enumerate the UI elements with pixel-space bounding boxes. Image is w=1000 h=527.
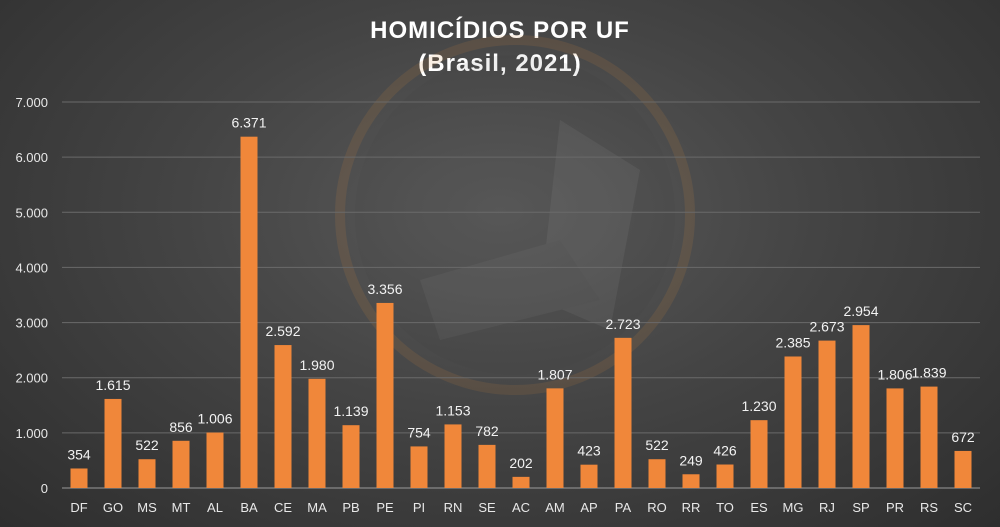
bar [104, 398, 122, 488]
bar-value-label: 2.385 [775, 334, 810, 350]
y-tick-label: 0 [41, 481, 48, 496]
bars [70, 136, 972, 488]
bar-value-label: 1.153 [435, 402, 470, 418]
x-tick-label: BA [240, 500, 258, 515]
x-tick-label: PR [886, 500, 904, 515]
x-tick-label: SP [852, 500, 869, 515]
x-tick-label: RR [682, 500, 701, 515]
bar-value-label: 249 [679, 452, 703, 468]
bar-value-label: 1.139 [333, 403, 368, 419]
x-tick-label: RN [444, 500, 463, 515]
bar [818, 340, 836, 488]
bar-value-label: 2.954 [843, 303, 878, 319]
bar-value-label: 856 [169, 419, 193, 435]
bar [240, 136, 258, 488]
x-tick-label: AM [545, 500, 565, 515]
bar-value-label: 1.980 [299, 357, 334, 373]
x-tick-label: MS [137, 500, 157, 515]
x-tick-label: PA [615, 500, 632, 515]
bar-value-label: 522 [645, 437, 669, 453]
y-tick-label: 5.000 [15, 205, 48, 220]
bar-value-label: 423 [577, 443, 601, 459]
x-axis: DF GO MS MT AL BA CE MA PB PE PI RN SE AC AM AP PA RO RR TO… [70, 500, 972, 515]
x-tick-label: PE [376, 500, 394, 515]
bar [512, 476, 530, 488]
bar-value-label: 354 [67, 446, 91, 462]
x-tick-label: MT [172, 500, 191, 515]
x-tick-label: SC [954, 500, 972, 515]
bar [750, 420, 768, 488]
bar-value-label: 1.230 [741, 398, 776, 414]
bar [682, 474, 700, 488]
x-tick-label: MG [783, 500, 804, 515]
bar [920, 386, 938, 488]
x-tick-label: RO [647, 500, 667, 515]
bar [206, 432, 224, 488]
bar [546, 388, 564, 488]
y-tick-label: 7.000 [15, 95, 48, 110]
y-axis: 0 1.000 2.000 3.000 4.000 5.000 6.000 7.000 [15, 95, 48, 496]
bar [580, 464, 598, 488]
bar-value-label: 2.673 [809, 319, 844, 335]
bar-value-label: 1.006 [197, 411, 232, 427]
x-tick-label: PI [413, 500, 425, 515]
bar-value-label: 202 [509, 455, 533, 471]
bar [410, 446, 428, 488]
bar-value-label: 6.371 [231, 115, 266, 131]
bar [886, 388, 904, 488]
y-tick-label: 6.000 [15, 150, 48, 165]
bar-value-label: 1.615 [95, 377, 130, 393]
bar [138, 459, 156, 488]
x-tick-label: ES [750, 500, 768, 515]
x-tick-label: TO [716, 500, 734, 515]
y-tick-label: 3.000 [15, 316, 48, 331]
watermark-logo [335, 35, 695, 395]
x-tick-label: AC [512, 500, 530, 515]
bar [852, 325, 870, 488]
bar-value-label: 1.839 [911, 365, 946, 381]
x-tick-label: RJ [819, 500, 835, 515]
bar-value-label: 754 [407, 424, 431, 440]
bar-value-label: 522 [135, 437, 159, 453]
x-tick-label: AP [580, 500, 597, 515]
bar-value-label: 3.356 [367, 281, 402, 297]
x-tick-label: CE [274, 500, 292, 515]
bar-value-label: 426 [713, 443, 737, 459]
x-tick-label: SE [478, 500, 496, 515]
bar [376, 302, 394, 488]
bar-value-label: 2.592 [265, 323, 300, 339]
bar [648, 459, 666, 488]
bar [614, 337, 632, 488]
x-tick-label: MA [307, 500, 327, 515]
x-tick-label: RS [920, 500, 938, 515]
bar [716, 464, 734, 488]
bar [478, 444, 496, 488]
bar [444, 424, 462, 488]
y-tick-label: 2.000 [15, 371, 48, 386]
bar [70, 468, 88, 488]
bar-value-label: 782 [475, 423, 499, 439]
x-tick-label: DF [70, 500, 87, 515]
bar [954, 450, 972, 488]
bar-value-label: 672 [951, 429, 975, 445]
y-tick-label: 1.000 [15, 426, 48, 441]
bar-value-label: 1.806 [877, 366, 912, 382]
bar [784, 356, 802, 488]
chart-title: HOMICÍDIOS POR UF [370, 17, 630, 44]
x-tick-label: PB [342, 500, 359, 515]
x-tick-label: GO [103, 500, 123, 515]
bar-value-label: 2.723 [605, 316, 640, 332]
bar [308, 378, 326, 488]
bar [172, 440, 190, 488]
x-tick-label: AL [207, 500, 223, 515]
bar-value-label: 1.807 [537, 366, 572, 382]
y-tick-label: 4.000 [15, 260, 48, 275]
bar [342, 425, 360, 488]
bar [274, 345, 292, 488]
